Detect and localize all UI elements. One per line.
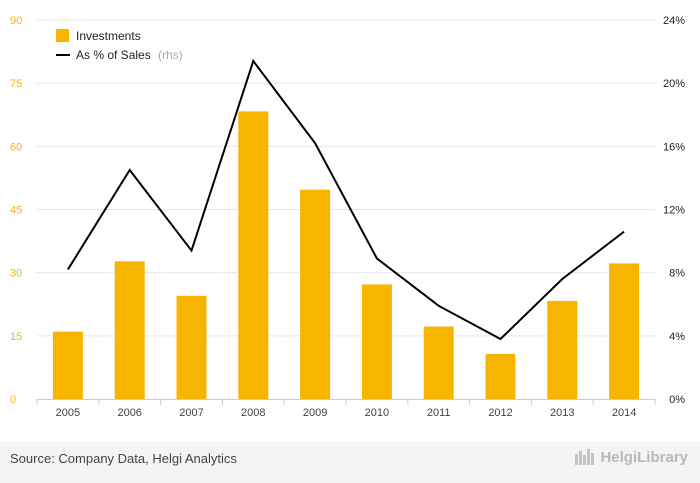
brand-name: HelgiLibrary	[600, 448, 688, 466]
footer	[0, 442, 700, 483]
x-tick-label: 2011	[427, 407, 451, 419]
bar-investments	[300, 189, 331, 399]
bar-investments	[485, 353, 516, 399]
x-tick-label: 2014	[612, 407, 636, 419]
x-tick-label: 2012	[488, 407, 512, 419]
y-right-tick-label: 16%	[663, 141, 685, 153]
x-tick-label: 2009	[303, 407, 327, 419]
library-icon	[575, 449, 595, 465]
line-sales-share	[67, 58, 625, 341]
x-tick-label: 2008	[241, 407, 265, 419]
y-left-tick-label: 30	[10, 268, 22, 280]
y-right-tick-label: 8%	[669, 268, 685, 280]
bar-investments	[238, 111, 269, 400]
y-right-tick-label: 4%	[669, 331, 685, 343]
source-note: Source: Company Data, Helgi Analytics	[10, 451, 237, 466]
investment-bars	[52, 111, 640, 400]
legend-label-sales-share-name: As % of Sales	[76, 48, 151, 62]
y-left-tick-label: 45	[10, 205, 22, 217]
x-tick-label: 2005	[56, 407, 80, 419]
y-right-tick-label: 20%	[663, 78, 685, 90]
bar-investments	[114, 261, 145, 399]
y-left-tick-label: 15	[10, 331, 22, 343]
bar-investments	[609, 263, 640, 399]
y-right-tick-label: 24%	[663, 15, 685, 27]
chart: 0 15 30 45 60 75 90 0% 4% 8% 12% 16% 20% 24% 2005 2006 2…	[10, 15, 685, 419]
legend-swatch-investments	[56, 29, 69, 42]
y-right-tick-label: 0%	[669, 394, 685, 406]
legend: Investments As % of Sales (rhs)	[56, 29, 183, 62]
brand-logo: HelgiLibrary	[574, 448, 688, 466]
legend-label-investments: Investments	[76, 29, 141, 43]
bar-investments	[423, 326, 454, 399]
bar-investments	[52, 331, 83, 399]
bar-investments	[361, 284, 392, 399]
y-left-tick-label: 75	[10, 78, 22, 90]
x-tick-label: 2010	[365, 407, 389, 419]
bar-investments	[176, 295, 207, 399]
sales-share-line	[67, 58, 625, 341]
x-tick-label: 2006	[117, 407, 141, 419]
y-left-tick-label: 60	[10, 141, 22, 153]
axes: 0 15 30 45 60 75 90 0% 4% 8% 12% 16% 20% 24% 2005 2006 2…	[10, 15, 685, 419]
legend-label-sales-share: As % of Sales (rhs)	[76, 48, 183, 62]
bar-investments	[547, 300, 578, 399]
y-right-tick-label: 12%	[663, 205, 685, 217]
x-tick-label: 2013	[550, 407, 574, 419]
legend-label-sales-share-note: (rhs)	[158, 48, 183, 62]
x-tick-label: 2007	[179, 407, 203, 419]
y-left-tick-label: 90	[10, 15, 22, 27]
y-left-tick-label: 0	[10, 394, 16, 406]
